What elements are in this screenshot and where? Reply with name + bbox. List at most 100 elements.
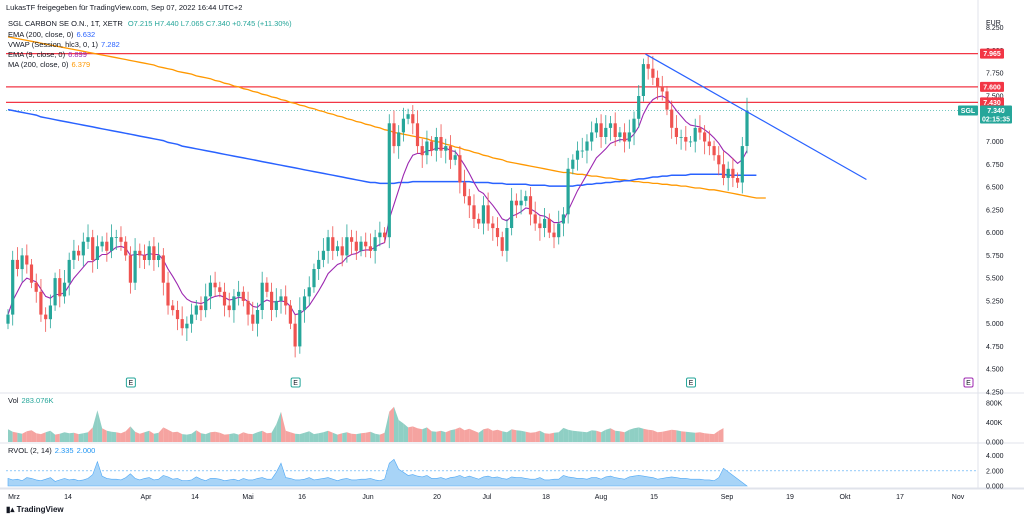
candle-body: [29, 264, 34, 283]
volume-area: [648, 429, 653, 442]
candle-body: [307, 287, 311, 297]
candle-body: [86, 237, 90, 242]
rvol-tick-label: 2.000: [986, 468, 1004, 475]
volume-area: [535, 430, 540, 442]
volume-area: [365, 431, 371, 442]
volume-area: [149, 430, 154, 442]
symbol-badge-label: SGL: [961, 108, 976, 115]
vol-tick-label: 800K: [986, 400, 1003, 407]
y-tick-label: 8.250: [986, 25, 1004, 32]
volume-area: [610, 428, 616, 442]
indicator-ema9[interactable]: EMA (9, close, 0) 6.899: [8, 50, 87, 59]
indicator-ma200[interactable]: MA (200, close, 0) 6.379: [8, 60, 91, 69]
rvol-legend[interactable]: RVOL (2, 14) 2.335 2.000: [8, 446, 96, 455]
volume-area: [144, 430, 150, 442]
rvol-tick-label: 0.000: [986, 484, 1004, 491]
volume-area: [417, 428, 423, 442]
tradingview-logo[interactable]: ▮▴ TradingView: [6, 505, 64, 514]
volume-area: [445, 430, 451, 442]
volume-area: [8, 429, 13, 442]
volume-area: [243, 432, 249, 442]
volume-area: [511, 429, 517, 442]
candle-body: [383, 232, 387, 238]
earnings-marker: [686, 377, 697, 388]
volume-area: [554, 432, 559, 442]
candle-body: [114, 237, 118, 238]
volume-area: [172, 431, 178, 442]
candle-body: [274, 300, 278, 310]
candle-body: [279, 296, 283, 301]
indicator-vwap[interactable]: VWAP (Session, hlc3, 0, 1) 7.282: [8, 40, 120, 49]
volume-area: [709, 433, 715, 442]
candle-body: [533, 214, 537, 224]
volume-area: [403, 423, 409, 442]
volume-area: [408, 426, 413, 442]
candle-body: [321, 250, 325, 260]
volume-area: [205, 432, 211, 442]
volume-area: [78, 433, 84, 442]
volume-area: [102, 428, 107, 442]
candle-body: [166, 282, 170, 306]
volume-area: [299, 432, 305, 442]
candle-body: [293, 323, 297, 347]
volume-area: [652, 430, 658, 442]
volume-area: [398, 420, 404, 442]
volume-area: [73, 432, 79, 442]
volume-area: [45, 430, 51, 442]
candle-body: [415, 123, 420, 147]
candle-body: [6, 314, 10, 324]
volume-area: [389, 406, 394, 442]
candle-body: [39, 291, 43, 315]
candle-body: [44, 314, 48, 320]
candle-body: [674, 127, 678, 137]
indicator-ema200[interactable]: EMA (200, close, 0) 6.632: [8, 30, 96, 39]
volume-area: [290, 432, 296, 442]
candle-body: [25, 255, 29, 265]
volume-area: [97, 410, 103, 442]
volume-area: [59, 432, 65, 442]
volume-legend[interactable]: Vol 283.076K: [8, 396, 54, 405]
x-tick-label: Okt: [840, 494, 851, 501]
y-tick-label: 5.250: [986, 298, 1004, 305]
volume-area: [676, 430, 682, 442]
y-tick-label: 5.750: [986, 253, 1004, 260]
candle-body: [67, 259, 71, 283]
rvol-tick-label: 4.000: [986, 453, 1004, 460]
volume-area: [464, 428, 470, 442]
volume-area: [436, 430, 442, 442]
candle-body: [392, 123, 396, 147]
candle-body: [547, 218, 551, 233]
candle-body: [232, 296, 236, 311]
candle-body: [373, 237, 377, 251]
volume-area: [88, 427, 93, 442]
candle-body: [519, 200, 523, 206]
x-tick-label: Nov: [952, 494, 965, 501]
candle-body: [604, 127, 608, 137]
volume-area: [139, 432, 145, 442]
volume-area: [318, 432, 324, 442]
shared-by-caption: LukasTF freigegeben für TradingView.com,…: [6, 3, 243, 12]
volume-area: [681, 431, 686, 442]
candle-body: [467, 196, 471, 206]
candle-body: [500, 237, 504, 251]
candle-body: [575, 150, 580, 160]
volume-area: [69, 432, 74, 442]
volume-area: [342, 432, 347, 442]
candle-body: [703, 132, 707, 142]
earnings-marker: [290, 377, 301, 388]
tv-logo-icon: ▮▴: [6, 505, 17, 514]
volume-area: [135, 431, 140, 442]
candle-body: [340, 246, 344, 256]
volume-area: [459, 427, 465, 442]
candle-body: [637, 96, 641, 119]
candle-body: [72, 250, 76, 260]
symbol-label[interactable]: SGL CARBON SE O.N., 1T, XETR: [8, 19, 123, 28]
volume-area: [332, 432, 338, 442]
candle-body: [237, 291, 241, 297]
candle-body: [199, 305, 203, 311]
candle-body: [147, 246, 151, 260]
candle-body: [594, 123, 598, 133]
candle-body: [317, 259, 321, 269]
candle-body: [707, 141, 711, 147]
